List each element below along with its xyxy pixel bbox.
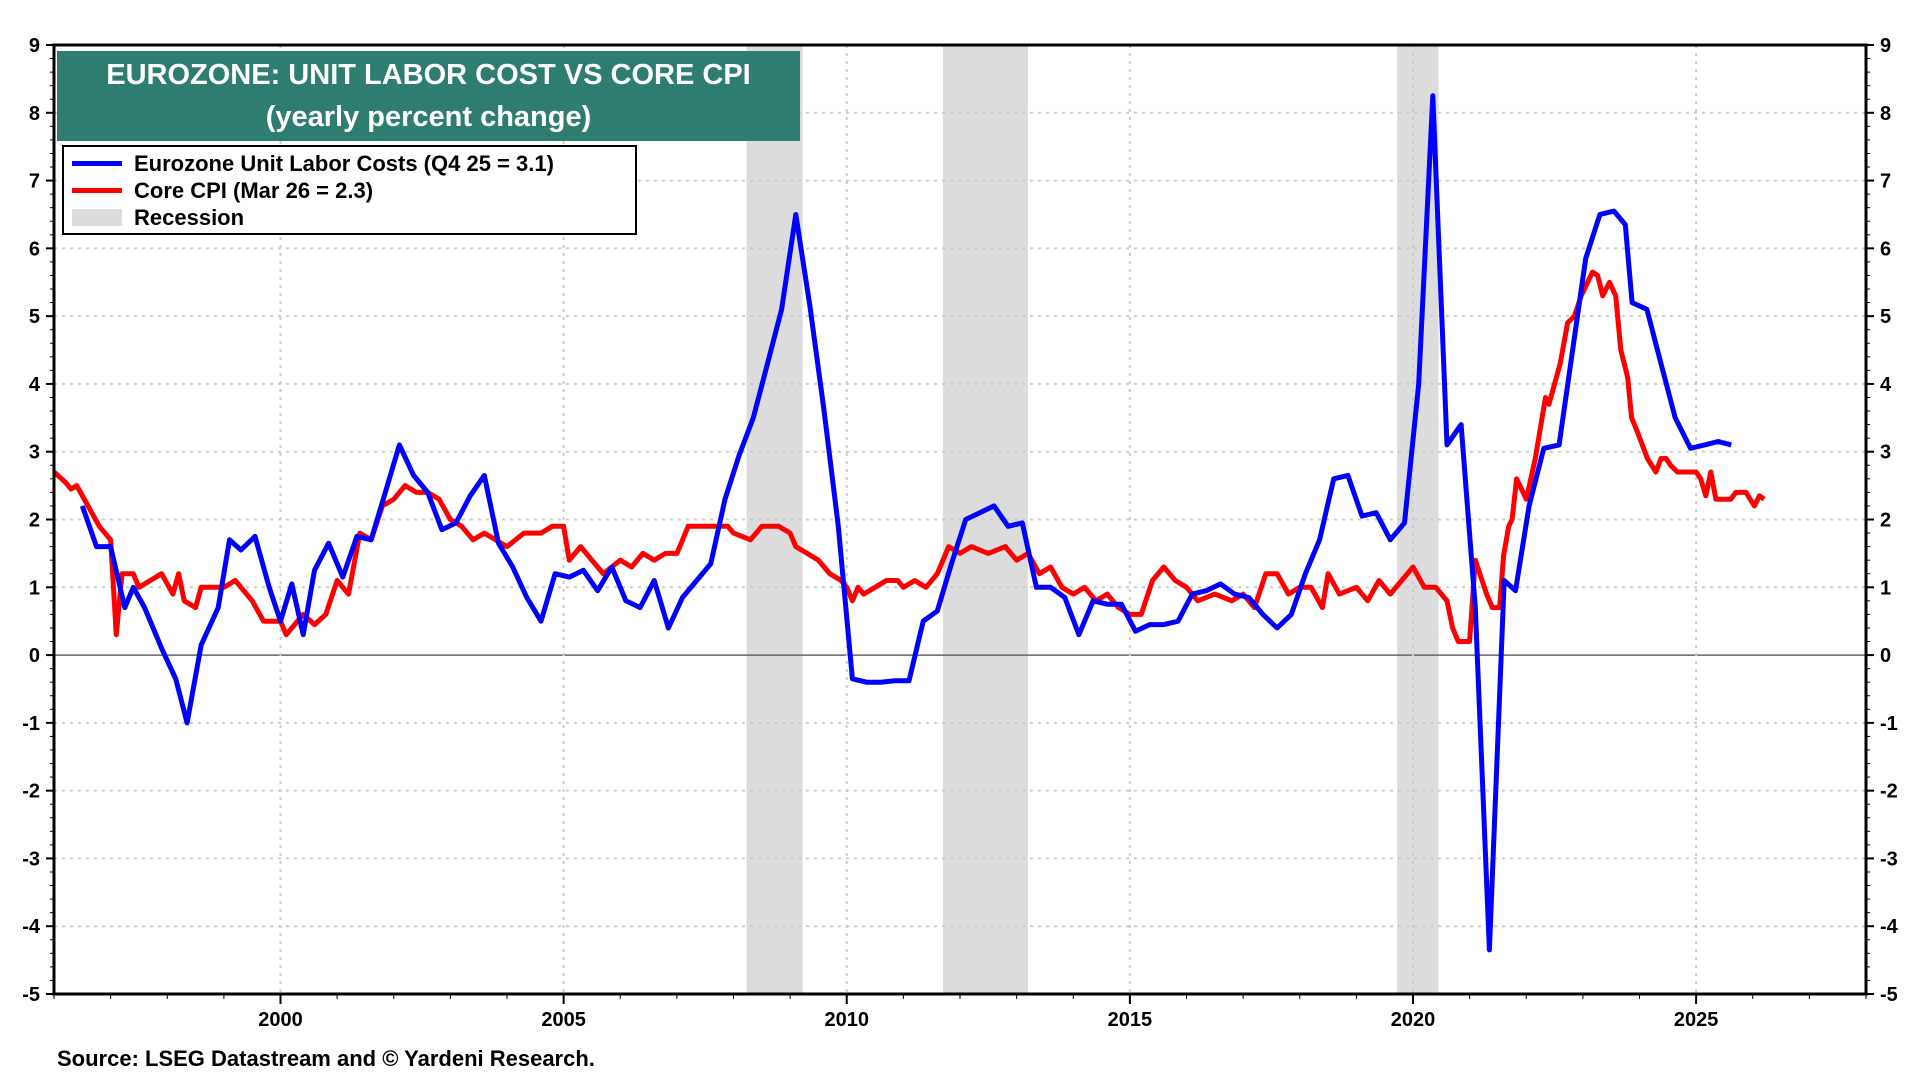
y-tick-label-right: 7 (1880, 171, 1891, 193)
legend-item-unit-labor-costs: Eurozone Unit Labor Costs (Q4 25 = 3.1) (72, 150, 635, 177)
chart-title-box: EUROZONE: UNIT LABOR COST VS CORE CPI (y… (57, 51, 800, 141)
axis-ticks: 9 9 8 8 7 7 6 6 5 5 4 4 3 3 2 2 1 1 0 0 -1 -1 -2 -2 -3 -3 -4 -4 -5 -5… (22, 35, 1898, 1031)
y-tick-label-right: 2 (1880, 510, 1891, 532)
x-tick-label: 2010 (825, 1009, 870, 1031)
y-tick-label-right: -2 (1880, 781, 1898, 803)
y-tick-label-right: -1 (1880, 713, 1898, 735)
series-lines (52, 93, 1766, 953)
series-line-unit-labor-costs (79, 93, 1732, 953)
legend-label: Recession (134, 204, 245, 230)
series-line-core-cpi (52, 269, 1766, 644)
x-tick-label: 2020 (1391, 1009, 1436, 1031)
y-tick-label-left: 0 (29, 645, 40, 667)
y-tick-label-right: 6 (1880, 238, 1891, 260)
chart-subtitle: (yearly percent change) (265, 101, 592, 133)
y-tick-label-left: 8 (29, 103, 40, 125)
gridlines (54, 45, 1866, 994)
x-tick-label: 2025 (1674, 1009, 1719, 1031)
y-tick-label-right: -5 (1880, 984, 1898, 1006)
y-tick-label-right: -4 (1880, 916, 1899, 938)
y-tick-label-left: 7 (29, 171, 40, 193)
legend-item-core-cpi: Core CPI (Mar 26 = 2.3) (72, 177, 635, 204)
x-tick-label: 2015 (1108, 1009, 1153, 1031)
legend-swatch-recession (72, 209, 122, 226)
y-tick-label-left: -3 (22, 848, 40, 870)
x-tick-label: 2000 (258, 1009, 303, 1031)
x-tick-label: 2005 (541, 1009, 586, 1031)
legend-item-recession: Recession (72, 204, 635, 231)
legend: Eurozone Unit Labor Costs (Q4 25 = 3.1) … (62, 145, 637, 235)
y-tick-label-left: 1 (29, 577, 40, 599)
chart-title: EUROZONE: UNIT LABOR COST VS CORE CPI (106, 59, 751, 91)
y-tick-label-left: 6 (29, 238, 40, 260)
y-tick-label-left: 4 (29, 374, 41, 396)
y-tick-label-left: 3 (29, 442, 40, 464)
y-tick-label-right: 8 (1880, 103, 1891, 125)
legend-swatch-red (72, 188, 122, 193)
y-tick-label-right: 9 (1880, 35, 1891, 57)
y-tick-label-left: 5 (29, 306, 40, 328)
legend-label: Eurozone Unit Labor Costs (Q4 25 = 3.1) (134, 150, 554, 176)
y-tick-label-left: -1 (22, 713, 40, 735)
y-tick-label-left: 2 (29, 510, 40, 532)
legend-label: Core CPI (Mar 26 = 2.3) (134, 177, 374, 203)
recession-band (943, 45, 1028, 994)
y-tick-label-right: 5 (1880, 306, 1891, 328)
y-tick-label-right: -3 (1880, 848, 1898, 870)
y-tick-label-right: 3 (1880, 442, 1891, 464)
y-tick-label-left: -4 (22, 916, 41, 938)
legend-swatch-blue (72, 161, 122, 166)
y-tick-label-left: -2 (22, 781, 40, 803)
source-note: Source: LSEG Datastream and © Yardeni Re… (57, 1046, 595, 1071)
y-tick-label-left: -5 (22, 984, 40, 1006)
y-tick-label-right: 1 (1880, 577, 1891, 599)
y-tick-label-right: 0 (1880, 645, 1891, 667)
y-tick-label-right: 4 (1880, 374, 1892, 396)
y-tick-label-left: 9 (29, 35, 40, 57)
